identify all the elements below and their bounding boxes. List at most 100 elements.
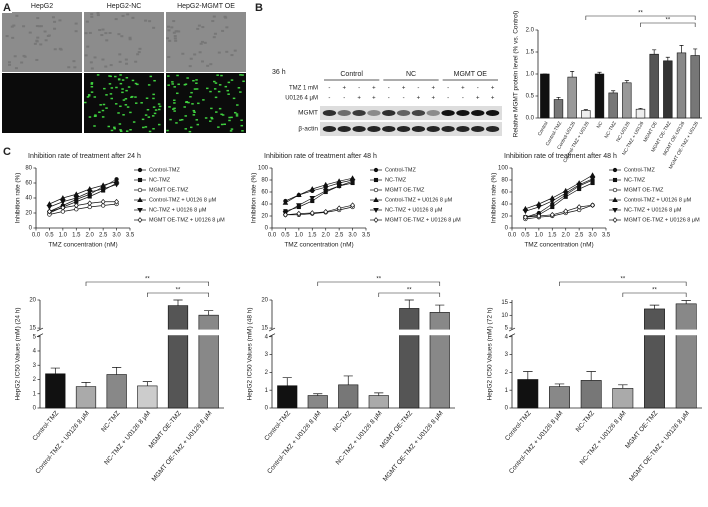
marker (137, 197, 143, 202)
series-line (285, 206, 353, 216)
band (367, 110, 381, 116)
marker (73, 196, 80, 201)
cell (119, 105, 122, 108)
significance-label: ** (620, 277, 625, 283)
cell (125, 89, 128, 92)
series-line (525, 174, 593, 210)
texture (20, 61, 24, 64)
texture (74, 30, 78, 33)
texture (104, 32, 108, 35)
cell (124, 104, 128, 106)
cell (204, 117, 208, 119)
texture (136, 53, 140, 56)
x-tick-label: 0.5 (45, 233, 54, 239)
error-bar (142, 381, 152, 386)
texture (198, 51, 202, 54)
bar (649, 53, 659, 119)
texture (7, 61, 11, 64)
bar (594, 73, 605, 119)
significance-label: ** (652, 288, 657, 294)
band (382, 126, 396, 132)
texture (109, 64, 113, 67)
bar (622, 82, 632, 119)
x-tick-label: 0.0 (268, 233, 277, 239)
treatment-sign: - (447, 86, 449, 92)
texture (44, 39, 48, 42)
cell (218, 107, 222, 110)
texture (173, 35, 177, 38)
cell (229, 130, 233, 132)
y-tick-label: 1 (505, 388, 509, 394)
y-tick-label: 4 (265, 334, 269, 340)
x-tick-label: 3.0 (112, 233, 121, 239)
bar (368, 395, 389, 409)
texture (128, 36, 132, 39)
texture (188, 65, 192, 68)
break-mark (36, 327, 44, 332)
marker (350, 202, 356, 209)
texture (93, 56, 97, 59)
y-tick-label: 4 (33, 349, 37, 355)
cell (110, 97, 114, 100)
cell (90, 82, 94, 84)
cell (192, 79, 195, 82)
cell (90, 85, 94, 88)
y-tick-label: 60 (501, 190, 508, 196)
marker (137, 177, 143, 183)
texture (22, 54, 26, 57)
marker (86, 190, 93, 195)
cell (132, 121, 136, 123)
marker (373, 197, 379, 202)
error-bar (570, 71, 575, 78)
cell (185, 101, 188, 104)
cell (141, 118, 145, 121)
x-tick-label: 3.0 (348, 233, 357, 239)
y-tick-label: 15 (29, 326, 36, 332)
cell (206, 87, 209, 90)
texture (58, 47, 62, 50)
texture (118, 60, 122, 63)
cell (125, 76, 129, 79)
cell (84, 101, 87, 104)
significance-bracket (559, 281, 687, 286)
cell (242, 80, 245, 83)
texture (51, 16, 55, 19)
x-tick-label: MGMT OE-TMZ (379, 410, 414, 450)
cell (176, 74, 179, 77)
cell (122, 99, 126, 101)
cell (101, 109, 105, 112)
texture (36, 36, 40, 39)
series-line (285, 204, 353, 216)
texture (37, 25, 41, 28)
treatment-sign: - (328, 96, 330, 102)
marker (590, 180, 595, 186)
x-tick-label: 0.5 (521, 233, 530, 239)
cell (193, 111, 196, 114)
legend-label: MGMT OE-TMZ + U0126 8 μM (385, 217, 461, 223)
significance-bracket (585, 15, 696, 20)
y-tick-label: 80 (501, 178, 508, 184)
cell (183, 106, 186, 108)
x-tick-label: 1.0 (535, 233, 544, 239)
cell (233, 111, 237, 114)
texture (126, 13, 130, 16)
cell (99, 104, 102, 106)
group-label: NC (406, 71, 416, 78)
cell (114, 75, 117, 78)
break-mark (268, 333, 276, 338)
x-tick-label: 3.5 (362, 233, 371, 239)
x-tick-label: Control-TMZ (31, 410, 60, 442)
marker (549, 199, 556, 204)
cell (134, 82, 138, 85)
significance-bracket (622, 292, 687, 297)
x-tick-label: Control-TMZ (263, 410, 292, 442)
texture (172, 20, 176, 23)
y-tick-label: 3 (505, 352, 509, 358)
cell (217, 126, 220, 128)
band (456, 126, 470, 132)
marker (549, 211, 555, 218)
band (367, 126, 381, 132)
marker (73, 191, 80, 197)
cell (210, 116, 213, 119)
legend-label: MGMT OE-TMZ (385, 187, 425, 193)
